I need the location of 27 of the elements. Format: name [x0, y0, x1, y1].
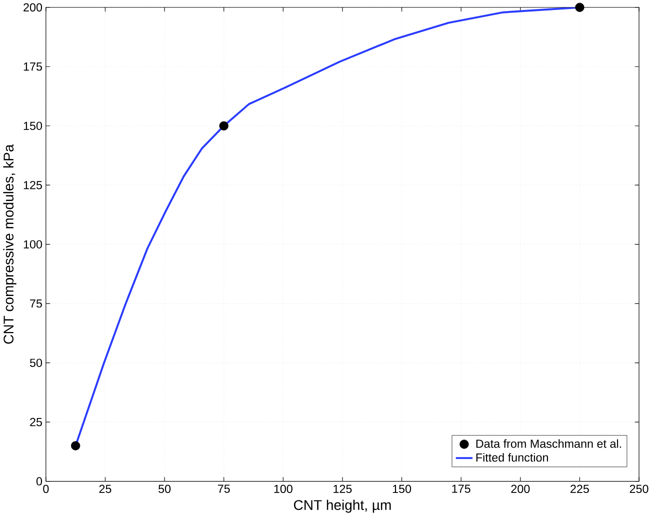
x-tick-label: 150 [392, 484, 412, 494]
x-tick-label: 75 [218, 484, 230, 493]
x-axis-title: CNT height, µm [294, 500, 391, 513]
y-tick-label: 175 [24, 62, 42, 71]
y-tick-label: 200 [24, 3, 42, 12]
x-tick-label: 125 [334, 484, 352, 494]
x-tick-label: 0 [43, 484, 49, 494]
y-tick-label: 0 [36, 477, 42, 486]
x-tick-label: 200 [511, 484, 530, 494]
point [575, 2, 584, 12]
y-tick-label: 25 [30, 418, 42, 426]
y-axis-title: CNT compressive modules, kPa [3, 144, 16, 344]
y-tick-label: 100 [24, 240, 42, 248]
legend-label: Data from Maschmann et al. [476, 439, 622, 448]
y-tick-label: 125 [24, 180, 42, 190]
point [219, 121, 228, 130]
y-tick-label: 150 [24, 122, 42, 130]
x-tick-label: 225 [570, 484, 589, 494]
x-tick-label: 50 [158, 484, 171, 494]
x-tick-label: 175 [452, 484, 470, 493]
legend-label: Fitted function [476, 453, 548, 462]
x-tick-label: 25 [99, 484, 112, 494]
point [70, 441, 80, 450]
x-tick-label: 100 [274, 484, 292, 494]
x-tick-label: 250 [630, 484, 648, 494]
y-tick-label: 75 [30, 300, 42, 308]
y-tick-label: 50 [30, 358, 42, 367]
